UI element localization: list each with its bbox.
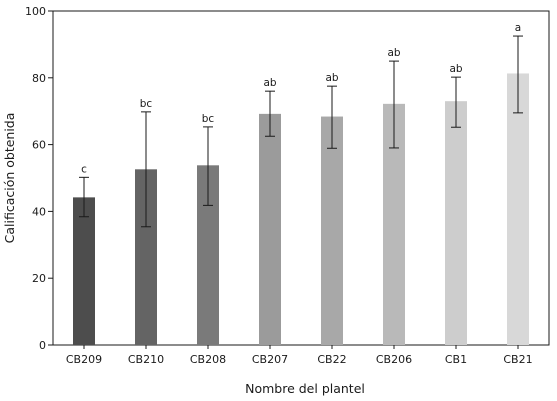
bar-cb1 [445, 101, 467, 346]
significance-labels-layer: c bc bc ab ab ab ab a [81, 22, 521, 175]
significance-label-cb206: ab [387, 47, 400, 59]
bar-cb210 [135, 169, 157, 345]
bars-layer [73, 73, 529, 346]
x-tick-label-cb22: CB22 [317, 353, 346, 366]
y-axis-title: Calificación obtenida [2, 113, 17, 244]
y-tick-label: 40 [32, 205, 46, 218]
y-tick-label: 20 [32, 272, 46, 285]
y-tick-label: 100 [25, 5, 46, 18]
significance-label-cb210: bc [140, 98, 153, 110]
bar-cb208 [197, 165, 219, 345]
bar-cb209 [73, 197, 95, 345]
plot-frame [52, 10, 550, 346]
x-tick-label-cb208: CB208 [190, 353, 226, 366]
significance-label-cb21: a [515, 22, 521, 34]
bar-cb207 [259, 113, 281, 345]
x-axis-title: Nombre del plantel [245, 381, 365, 396]
x-tick-label-cb210: CB210 [128, 353, 164, 366]
significance-label-cb209: c [81, 163, 87, 175]
x-tick-label-cb209: CB209 [66, 353, 102, 366]
x-tick-label-cb206: CB206 [376, 353, 412, 366]
error-bars-layer [79, 35, 523, 228]
x-tick-label-cb207: CB207 [252, 353, 288, 366]
x-tick-label-cb21: CB21 [503, 353, 532, 366]
bar-cb22 [321, 116, 343, 345]
y-tick-label: 80 [32, 72, 46, 85]
x-axis-ticks: CB209 CB210 CB208 CB207 CB22 CB206 CB1 CB21 [66, 345, 533, 366]
significance-label-cb1: ab [449, 63, 462, 75]
y-tick-label: 0 [39, 339, 46, 352]
y-axis-ticks: 0 20 40 60 80 100 [25, 5, 53, 352]
bar-cb206 [383, 103, 405, 346]
significance-label-cb22: ab [325, 72, 338, 84]
significance-label-cb207: ab [263, 77, 276, 89]
significance-label-cb208: bc [202, 113, 215, 125]
bar-cb21 [507, 73, 529, 345]
y-tick-label: 60 [32, 139, 46, 152]
x-tick-label-cb1: CB1 [445, 353, 467, 366]
